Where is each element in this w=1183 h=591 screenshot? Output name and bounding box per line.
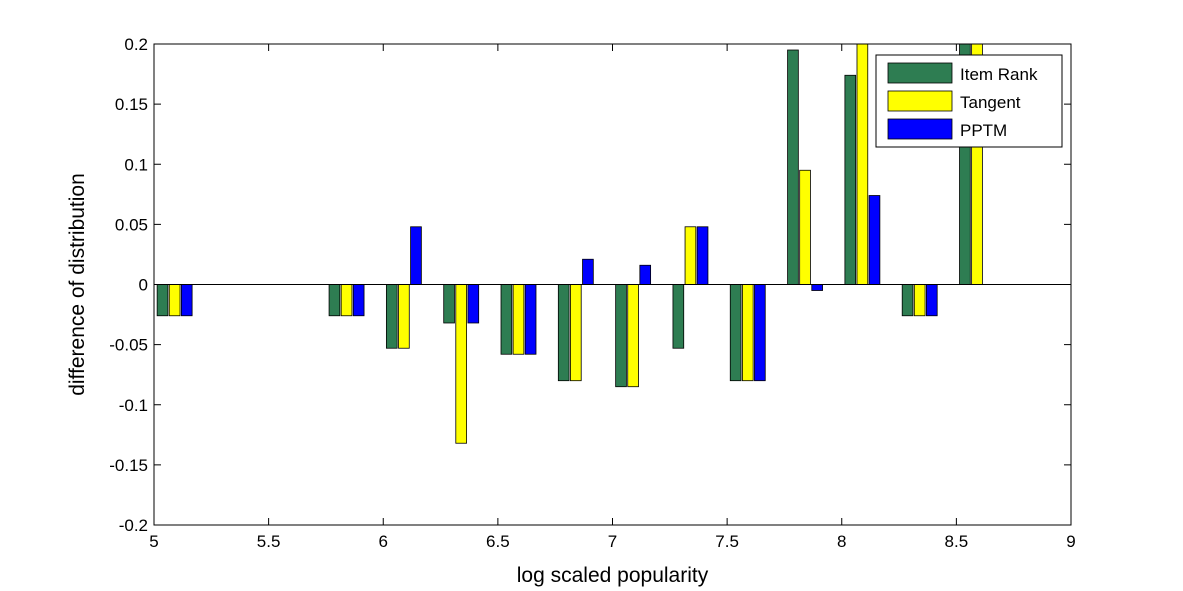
y-tick-label: 0.15 [115,95,148,114]
bar-tangent-2 [398,284,410,349]
bar-tangent-4 [512,284,525,355]
x-tick-label: 6.5 [486,532,510,551]
bar-item-rank-1 [328,284,341,317]
legend-label-tangent: Tangent [960,93,1021,112]
legend-swatch-item-rank [887,62,953,84]
bar-tangent-11 [913,284,926,317]
bar-item-rank-7 [672,284,685,349]
legend-swatch-tangent [887,90,953,112]
bar-tangent-9 [799,169,811,285]
bar-pptm-9 [811,284,823,291]
bar-tangent-1 [340,284,353,317]
y-tick-label: 0.05 [115,215,148,234]
bar-pptm-10 [868,195,881,285]
bar-pptm-6 [639,264,652,285]
bar-item-rank-3 [443,284,455,324]
y-tick-label: -0.2 [119,516,148,535]
bars-layer [156,43,983,444]
x-tick-label: 6 [379,532,388,551]
y-tick-label: 0 [139,276,148,295]
axis-ticks: 5 5.5 6 6.5 7 7.5 8 8.5 9 -0.2 -0.15 -0.1 -0.05 0 0.05… [109,35,1075,551]
bar-item-rank-11 [901,284,914,317]
bar-tangent-10 [856,43,869,285]
bar-pptm-3 [467,284,480,324]
bar-tangent-7 [684,226,697,285]
y-tick-label: 0.2 [124,35,148,54]
bar-pptm-1 [352,284,365,317]
bar-tangent-3 [455,284,467,444]
bar-item-rank-6 [615,284,627,388]
x-tick-label: 8 [837,532,846,551]
y-tick-label: 0.1 [124,155,148,174]
y-tick-label: -0.15 [109,456,148,475]
legend-label-item-rank: Item Rank [960,65,1038,84]
bar-item-rank-8 [729,284,742,382]
x-tick-label: 8.5 [945,532,969,551]
bar-item-rank-9 [787,49,799,285]
x-tick-label: 7 [608,532,617,551]
bar-tangent-0 [168,284,181,317]
x-axis-label: log scaled popularity [517,564,709,587]
bar-item-rank-2 [385,284,398,349]
bar-pptm-8 [754,284,766,382]
y-tick-label: -0.1 [119,396,148,415]
bar-tangent-6 [627,284,639,388]
bar-tangent-8 [741,284,754,382]
bar-item-rank-4 [500,284,513,355]
bar-pptm-7 [696,226,709,285]
legend-swatch-pptm [887,118,953,140]
y-axis-label: difference of distribution [66,173,89,396]
bar-pptm-11 [926,284,938,317]
bar-pptm-4 [524,284,537,355]
bar-pptm-5 [582,258,594,285]
x-tick-label: 5 [149,532,158,551]
bar-item-rank-10 [844,74,857,285]
x-tick-label: 5.5 [257,532,281,551]
x-tick-label: 9 [1066,532,1075,551]
x-tick-label: 7.5 [715,532,739,551]
bar-pptm-2 [410,226,422,285]
legend-label-pptm: PPTM [960,121,1007,140]
bar-tangent-5 [570,284,582,382]
y-tick-label: -0.05 [109,336,148,355]
bar-pptm-0 [180,284,193,317]
legend: Item Rank Tangent PPTM [875,54,1063,148]
bar-item-rank-5 [557,284,570,382]
bar-item-rank-0 [156,284,169,317]
